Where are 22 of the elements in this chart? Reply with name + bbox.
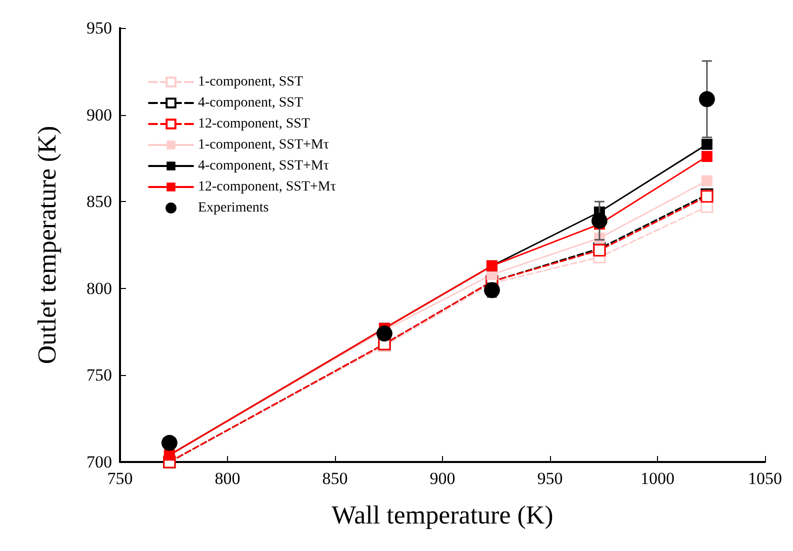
legend-label: 1-component, SST (198, 74, 304, 90)
x-tick-label: 850 (322, 469, 348, 488)
y-tick-label: 950 (86, 18, 112, 38)
x-axis-title: Wall temperature (K) (332, 500, 554, 530)
legend-label: 4-component, SST+Mτ (198, 158, 330, 174)
x-tick-label: 750 (107, 469, 133, 488)
y-tick-label: 700 (86, 452, 112, 472)
legend-label: 4-component, SST (198, 96, 304, 110)
y-tick-label: 750 (86, 366, 112, 385)
legend-label: 12-component, SST+Mτ (198, 180, 336, 194)
legend-label: 1-component, SST+Mτ (198, 138, 330, 152)
x-tick-label: 1000 (640, 469, 674, 488)
legend-label: 12-component, SST (198, 116, 310, 132)
y-axis-title: Outlet temperature (K) (32, 126, 62, 364)
y-tick-label: 900 (86, 105, 112, 124)
y-tick-label: 850 (86, 192, 112, 212)
x-tick-label: 800 (214, 469, 240, 488)
x-tick-label: 950 (537, 469, 563, 488)
x-tick-label: 1050 (748, 469, 782, 488)
legend-label: Experiments (198, 200, 269, 216)
x-tick-label: 900 (430, 469, 456, 488)
y-tick-label: 800 (86, 278, 112, 298)
